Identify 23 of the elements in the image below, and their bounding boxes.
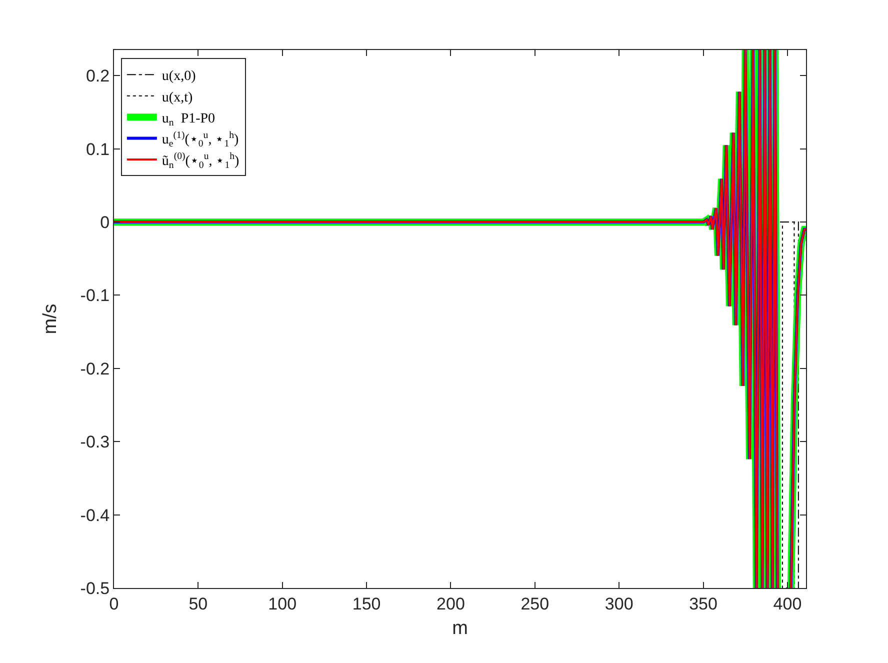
y-tick-label: -0.1	[80, 286, 110, 306]
x-tick-label: 400	[773, 594, 802, 614]
y-axis-title: m/s	[40, 304, 62, 334]
x-tick-label: 300	[604, 594, 634, 614]
legend-label: u(x,0)	[162, 69, 196, 84]
y-tick-label: -0.5	[80, 578, 110, 598]
x-tick-label: 200	[436, 594, 465, 614]
x-tick-label: 250	[520, 594, 550, 614]
x-axis-title: m	[452, 618, 468, 640]
y-tick-label: 0.2	[86, 66, 110, 86]
x-tick-label: 50	[188, 594, 208, 614]
text: ũ$_{n}$$^{(0)}$(⋆$_{0}$$^{u}$, ⋆$_{1}$$^{h}$)	[162, 151, 240, 171]
legend-label: u(x,t)	[162, 90, 193, 106]
legend-label: u$_{n}$ P1-P0	[162, 112, 216, 128]
y-tick-label: 0.1	[86, 140, 110, 159]
x-tick-label: 150	[352, 594, 381, 614]
y-tick-label: -0.4	[80, 506, 110, 525]
y-tick-label: -0.2	[80, 359, 110, 378]
x-tick-label: 350	[689, 594, 718, 614]
y-tick-label: 0	[100, 212, 110, 232]
y-tick-label: -0.3	[80, 432, 110, 452]
x-tick-label: 100	[268, 594, 297, 614]
text: u$_{e}$$^{(1)}$(⋆$_{0}$$^{u}$, ⋆$_{1}$$^{h}$)	[162, 130, 239, 150]
